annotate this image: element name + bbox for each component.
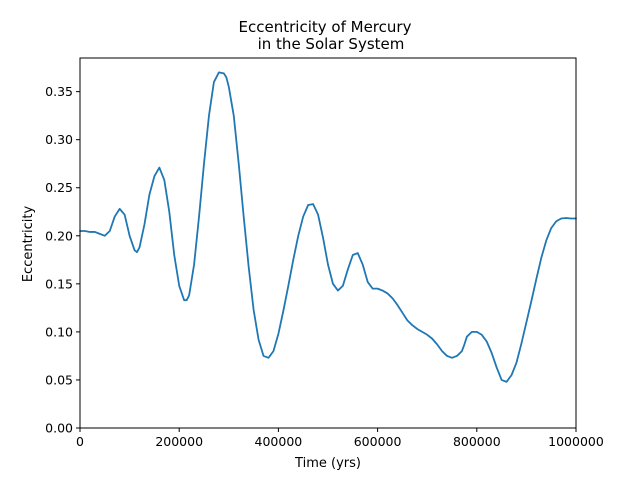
x-axis-label: Time (yrs) [294,456,361,471]
y-tick-label: 0.15 [45,276,73,291]
y-tick-label: 0.35 [45,84,73,99]
chart-title-line-1: Eccentricity of Mercury [239,18,412,36]
x-tick-label: 800000 [453,434,501,449]
x-tick-label: 200000 [155,434,203,449]
x-tick-label: 1000000 [548,434,604,449]
plot-area [79,57,577,429]
y-axis-label: Eccentricity [21,206,36,283]
y-tick-label: 0.00 [45,421,73,436]
y-tick-label: 0.05 [45,372,73,387]
x-tick-label: 600000 [354,434,402,449]
x-axis-ticks: 0 200000 400000 600000 800000 1000000 [76,428,604,449]
axes-frame [79,57,577,429]
y-tick-label: 0.25 [45,180,73,195]
y-tick-label: 0.30 [45,132,73,147]
y-axis-ticks: 0.00 0.05 0.10 0.15 0.20 0.25 0.30 0.35 [45,84,80,436]
x-tick-label: 400000 [255,434,303,449]
eccentricity-series-line [79,71,577,383]
y-tick-label: 0.10 [45,324,73,339]
y-tick-label: 0.20 [45,228,73,243]
x-tick-label: 0 [76,434,84,449]
chart-title-line-2: in the Solar System [258,35,405,53]
